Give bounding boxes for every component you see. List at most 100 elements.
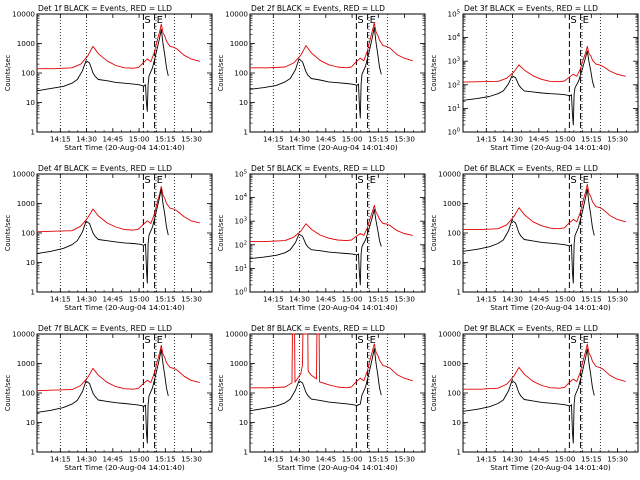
y-tick-label: 103: [448, 57, 460, 66]
events-series-line: [462, 50, 595, 126]
x-tick-label: 14:45: [315, 135, 336, 144]
y-tick-label: 105: [235, 170, 247, 179]
interval-end-marker: E: [370, 15, 376, 26]
detector-panel-7: Det 7f BLACK = Events, RED = LLD 1 10 100 10…: [4, 324, 213, 472]
y-axis-label: Counts/sec: [430, 54, 438, 91]
x-tick-label: 15:30: [394, 455, 415, 464]
y-tick-label: 10: [239, 98, 249, 107]
x-tick-label: 14:15: [50, 135, 71, 144]
y-tick-label: 10: [239, 418, 249, 427]
lld-series-line: [250, 22, 413, 69]
y-tick-label: 1: [456, 448, 461, 457]
y-tick-label: 1: [456, 288, 461, 297]
x-tick-label: 14:15: [50, 455, 71, 464]
y-tick-label: 10000: [12, 170, 35, 179]
x-axis-label: Start Time (20-Aug-04 14:01:40): [490, 463, 611, 472]
y-axis-label: Counts/sec: [4, 374, 12, 411]
interval-end-marker: E: [583, 15, 589, 26]
y-tick-label: 1: [243, 448, 248, 457]
events-series-line: [36, 28, 169, 112]
y-tick-label: 10: [452, 258, 462, 267]
x-axis-label: Start Time (20-Aug-04 14:01:40): [64, 143, 185, 152]
x-tick-label: 15:30: [394, 135, 415, 144]
x-tick-label: 14:15: [263, 455, 284, 464]
panel-title: Det 6f BLACK = Events, RED = LLD: [464, 164, 598, 173]
detector-panel-2: Det 2f BLACK = Events, RED = LLD 1 10 100 10…: [217, 4, 426, 152]
y-tick-label: 1: [30, 288, 35, 297]
y-tick-label: 10: [452, 418, 462, 427]
y-tick-label: 1000: [17, 199, 36, 208]
x-tick-label: 14:30: [76, 455, 97, 464]
x-tick-label: 15:00: [129, 135, 150, 144]
x-tick-label: 14:30: [289, 455, 310, 464]
y-axis-label: Counts/sec: [430, 214, 438, 251]
y-tick-label: 100: [234, 389, 248, 398]
detector-panel-9: Det 9f BLACK = Events, RED = LLD 1 10 100 10…: [430, 324, 639, 472]
y-axis-label: Counts/sec: [217, 374, 225, 411]
y-tick-label: 104: [448, 33, 461, 42]
x-tick-label: 15:00: [555, 455, 576, 464]
y-tick-label: 102: [235, 240, 247, 249]
interval-start-marker: S: [144, 175, 150, 186]
x-axis-label: Start Time (20-Aug-04 14:01:40): [64, 463, 185, 472]
x-tick-label: 14:45: [102, 455, 123, 464]
x-tick-label: 15:00: [129, 455, 150, 464]
panel-title: Det 7f BLACK = Events, RED = LLD: [38, 324, 172, 333]
detector-panel-1: Det 1f BLACK = Events, RED = LLD 1 10 100 10…: [4, 4, 213, 152]
plot-frame: [462, 13, 639, 133]
interval-start-marker: S: [357, 335, 363, 346]
y-tick-label: 102: [448, 80, 460, 89]
y-tick-label: 10000: [12, 10, 35, 19]
x-tick-label: 15:00: [342, 135, 363, 144]
x-tick-label: 15:00: [555, 135, 576, 144]
y-tick-label: 101: [448, 104, 460, 113]
y-tick-label: 1: [30, 128, 35, 137]
x-tick-label: 15:00: [342, 295, 363, 304]
y-tick-label: 104: [235, 193, 248, 202]
x-tick-label: 14:30: [502, 135, 523, 144]
panel-title: Det 4f BLACK = Events, RED = LLD: [38, 164, 172, 173]
panel-title: Det 3f BLACK = Events, RED = LLD: [464, 4, 598, 13]
y-tick-label: 100: [21, 229, 35, 238]
x-tick-label: 14:15: [476, 455, 497, 464]
plot-frame: [462, 333, 639, 453]
plot-frame: [36, 173, 213, 293]
panel-title: Det 9f BLACK = Events, RED = LLD: [464, 324, 598, 333]
y-tick-label: 1000: [230, 359, 249, 368]
x-tick-label: 15:00: [342, 455, 363, 464]
y-tick-label: 1000: [443, 199, 462, 208]
x-tick-label: 15:00: [129, 295, 150, 304]
events-series-line: [462, 188, 595, 284]
plot-frame: [249, 333, 426, 453]
x-tick-label: 14:45: [528, 135, 549, 144]
x-tick-label: 15:30: [394, 295, 415, 304]
detector-panel-5: Det 5f BLACK = Events, RED = LLD 100 101 10…: [217, 164, 426, 312]
y-tick-label: 100: [21, 389, 35, 398]
x-tick-label: 14:45: [102, 295, 123, 304]
x-tick-label: 14:45: [315, 295, 336, 304]
y-tick-label: 105: [448, 10, 460, 19]
x-tick-label: 15:30: [607, 455, 628, 464]
x-tick-label: 15:30: [181, 455, 202, 464]
y-tick-label: 100: [234, 69, 248, 78]
x-tick-label: 15:00: [555, 295, 576, 304]
plot-frame: [36, 333, 213, 453]
y-tick-label: 10000: [225, 330, 248, 339]
x-tick-label: 14:15: [476, 295, 497, 304]
y-tick-label: 101: [235, 264, 247, 273]
x-tick-label: 14:45: [528, 455, 549, 464]
interval-end-marker: E: [370, 335, 376, 346]
x-tick-label: 14:45: [102, 135, 123, 144]
interval-start-marker: S: [570, 15, 576, 26]
y-tick-label: 10: [26, 418, 36, 427]
events-series-line: [36, 348, 169, 444]
x-tick-label: 14:15: [263, 295, 284, 304]
events-series-line: [462, 348, 595, 444]
events-series-line: [249, 208, 382, 286]
x-tick-label: 15:30: [607, 295, 628, 304]
y-tick-label: 10: [26, 98, 36, 107]
y-axis-label: Counts/sec: [4, 214, 12, 251]
y-tick-label: 100: [447, 229, 461, 238]
x-tick-label: 14:15: [50, 295, 71, 304]
